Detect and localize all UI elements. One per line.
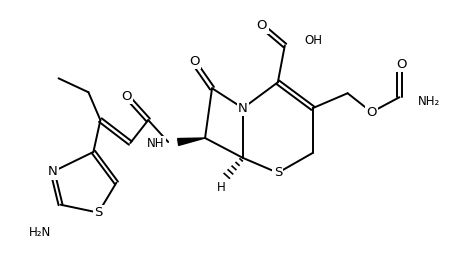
Text: O: O xyxy=(256,19,267,32)
Text: H₂N: H₂N xyxy=(29,226,51,239)
Text: S: S xyxy=(274,166,282,179)
Text: O: O xyxy=(189,55,199,68)
Text: O: O xyxy=(121,90,131,103)
Text: NH: NH xyxy=(147,137,164,150)
Text: N: N xyxy=(238,102,248,115)
Text: OH: OH xyxy=(305,34,323,47)
Polygon shape xyxy=(178,138,205,145)
Text: O: O xyxy=(396,58,407,71)
Text: H: H xyxy=(216,181,225,194)
Text: N: N xyxy=(48,165,58,178)
Text: S: S xyxy=(94,206,103,219)
Text: NH₂: NH₂ xyxy=(418,95,440,108)
Text: O: O xyxy=(366,106,377,119)
